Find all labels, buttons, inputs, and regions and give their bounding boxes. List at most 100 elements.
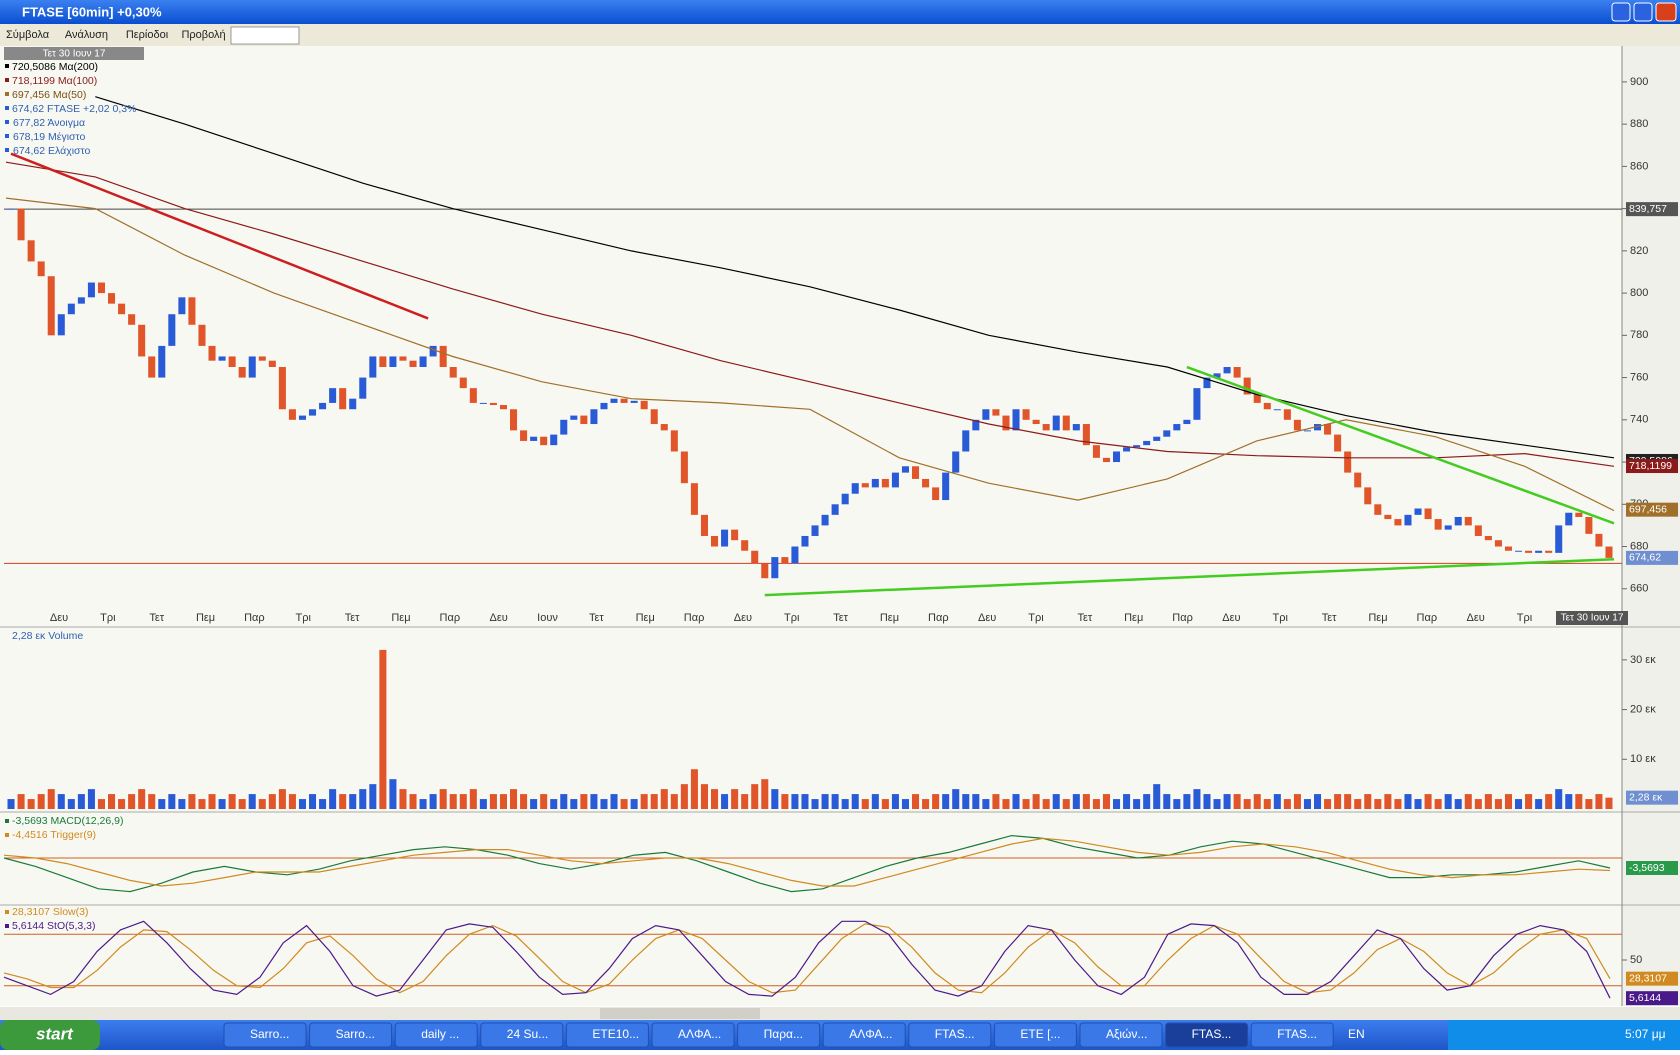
minimize-button[interactable] — [1611, 2, 1631, 22]
taskbar-label[interactable]: ΑΛΦΑ... — [678, 1027, 721, 1041]
menu-item[interactable]: Ανάλυση — [65, 29, 108, 41]
taskbar-button[interactable] — [822, 1022, 906, 1048]
volume-bar — [711, 789, 719, 809]
taskbar-button[interactable] — [1165, 1022, 1249, 1048]
legend-text: 718,1199 Mα(100) — [12, 75, 97, 87]
taskbar-button[interactable] — [908, 1022, 992, 1048]
taskbar-label[interactable]: FTAS... — [935, 1027, 975, 1041]
volume-bar — [922, 799, 930, 809]
candle — [1123, 447, 1131, 452]
volume-bar — [1183, 794, 1191, 809]
candle — [1595, 533, 1603, 547]
candle — [238, 367, 246, 378]
scrollbar[interactable] — [0, 1007, 1680, 1020]
restore-button[interactable] — [1633, 2, 1653, 22]
volume-bar — [731, 789, 739, 809]
x-tick-label: Τετ — [1077, 612, 1092, 624]
candle — [37, 261, 45, 277]
candle — [881, 478, 889, 488]
candle — [27, 240, 35, 262]
volume-bar — [238, 799, 246, 809]
volume-bar — [1042, 799, 1050, 809]
volume-bar — [379, 649, 387, 809]
taskbar-label[interactable]: ΑΛΦΑ... — [849, 1027, 892, 1041]
taskbar-label[interactable]: ETE [... — [1020, 1027, 1060, 1041]
price-tag-label: 718,1199 — [1629, 460, 1672, 472]
taskbar-button[interactable] — [309, 1022, 393, 1048]
legend-text: 28,3107 Slow(3) — [12, 906, 88, 918]
x-tick-label: Παρ — [1172, 612, 1193, 624]
volume-bar — [349, 794, 357, 809]
volume-bar — [459, 794, 467, 809]
taskbar-button[interactable] — [651, 1022, 735, 1048]
candle — [1565, 512, 1573, 526]
candle — [1364, 487, 1372, 505]
volume-bar — [1143, 794, 1151, 809]
candle — [871, 478, 879, 488]
x-tick-label: Τρι — [1517, 612, 1533, 624]
candle — [721, 529, 729, 547]
candle — [1404, 514, 1412, 526]
candle — [1233, 367, 1241, 378]
menu-item[interactable]: Σύμβολα — [6, 29, 50, 41]
candle — [1102, 457, 1110, 463]
price-tag — [1626, 202, 1678, 217]
start-label[interactable]: start — [36, 1024, 74, 1043]
volume-bar — [1575, 794, 1583, 809]
cursor-date-box — [1556, 611, 1628, 625]
close-button[interactable] — [1655, 2, 1677, 22]
taskbar-label[interactable]: Παρα... — [764, 1027, 803, 1041]
price-tag-label: 674,62 — [1629, 552, 1661, 564]
menu-item[interactable]: Προβολή — [181, 29, 225, 41]
volume-bar — [1504, 794, 1512, 809]
x-tick-label: Τετ — [833, 612, 848, 624]
volume-bar — [268, 794, 276, 809]
scroll-thumb[interactable] — [600, 1008, 760, 1019]
volume-bar — [97, 799, 105, 809]
volume-bar — [1464, 794, 1472, 809]
y-tick-label: 800 — [1630, 287, 1648, 299]
taskbar-button[interactable] — [565, 1022, 649, 1048]
price-tag — [1626, 550, 1678, 565]
taskbar-button[interactable] — [993, 1022, 1077, 1048]
taskbar-button[interactable] — [737, 1022, 821, 1048]
volume-bar — [1595, 794, 1603, 809]
candle — [409, 360, 417, 368]
volume-bar — [1092, 799, 1100, 809]
start-button[interactable] — [0, 1020, 100, 1050]
taskbar-button[interactable] — [1079, 1022, 1163, 1048]
taskbar-label[interactable]: Sarro... — [250, 1027, 289, 1041]
legend-text: 677,82 Άνοιγμα — [13, 117, 85, 129]
taskbar-button[interactable] — [394, 1022, 478, 1048]
symbol-input[interactable] — [230, 26, 300, 45]
candle — [359, 377, 367, 399]
volume-bar — [27, 799, 35, 809]
candle — [520, 430, 528, 441]
taskbar-button[interactable] — [223, 1022, 307, 1048]
candle — [1183, 419, 1191, 425]
taskbar-label[interactable]: FTAS... — [1192, 1027, 1232, 1041]
taskbar-button[interactable] — [480, 1022, 564, 1048]
candle — [1464, 516, 1472, 526]
volume-bar — [1525, 794, 1533, 809]
candle — [1484, 535, 1492, 541]
candle — [449, 367, 457, 378]
candle — [891, 472, 899, 488]
volume-bar — [721, 794, 729, 809]
taskbar-label[interactable]: Sarro... — [336, 1027, 375, 1041]
taskbar-label[interactable]: ETE10... — [592, 1027, 639, 1041]
taskbar-label[interactable]: FTAS... — [1277, 1027, 1317, 1041]
menu-item[interactable]: Περίοδοι — [126, 29, 169, 41]
candle — [771, 557, 779, 579]
volume-bar — [932, 794, 940, 809]
taskbar-label[interactable]: Αξιών... — [1106, 1027, 1147, 1041]
candle — [841, 493, 849, 505]
volume-bar — [489, 794, 497, 809]
candle — [1454, 516, 1462, 526]
taskbar-button[interactable] — [1250, 1022, 1334, 1048]
taskbar-label[interactable]: daily ... — [421, 1027, 459, 1041]
legend-text: 2,28 εκ Volume — [12, 630, 83, 642]
volume-bar — [811, 799, 819, 809]
volume-bar — [1494, 799, 1502, 809]
taskbar-label[interactable]: 24 Su... — [507, 1027, 548, 1041]
